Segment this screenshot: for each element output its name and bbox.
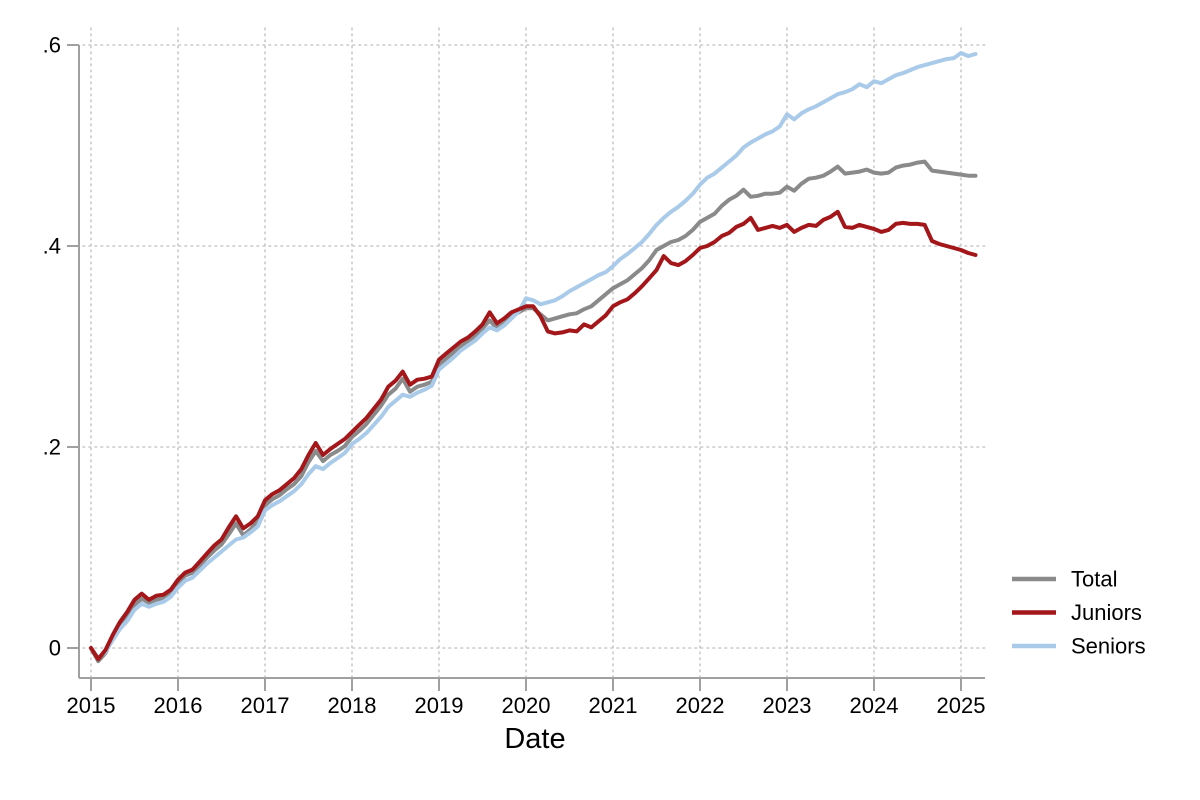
legend-item-juniors: Juniors: [1012, 600, 1142, 625]
series-line-juniors: [89, 209, 978, 662]
x-tick-label-2020: 2020: [502, 693, 551, 718]
series-line-seniors: [89, 51, 978, 660]
x-tick-label-2016: 2016: [154, 693, 203, 718]
x-tick-label-2017: 2017: [241, 693, 290, 718]
legend-item-seniors: Seniors: [1012, 634, 1146, 659]
series-lines: [89, 51, 978, 664]
x-tick-label-2019: 2019: [415, 693, 464, 718]
legend-item-total: Total: [1012, 567, 1117, 592]
legend-label-total: Total: [1071, 567, 1117, 592]
gridlines: [82, 27, 986, 679]
x-tick-label-2024: 2024: [850, 693, 899, 718]
y-tick-label-.4: .4: [43, 234, 61, 259]
y-tick-label-.2: .2: [43, 435, 61, 460]
legend-label-juniors: Juniors: [1071, 600, 1142, 625]
axes: 0 .2 .4 .6 2015 2016 2017 2018 2019 2020 2021 2022 2…: [43, 33, 986, 719]
legend: Total Juniors Seniors: [1012, 567, 1146, 659]
y-tick-label-.6: .6: [43, 33, 61, 58]
series-line-total: [89, 159, 978, 664]
x-axis-title: Date: [504, 723, 565, 755]
x-tick-label-2021: 2021: [589, 693, 638, 718]
x-tick-label-2023: 2023: [763, 693, 812, 718]
x-tick-label-2022: 2022: [676, 693, 725, 718]
x-tick-label-2018: 2018: [328, 693, 377, 718]
x-tick-label-2025: 2025: [937, 693, 986, 718]
y-tick-label-0: 0: [49, 636, 61, 661]
x-tick-label-2015: 2015: [67, 693, 116, 718]
legend-label-seniors: Seniors: [1071, 634, 1146, 659]
